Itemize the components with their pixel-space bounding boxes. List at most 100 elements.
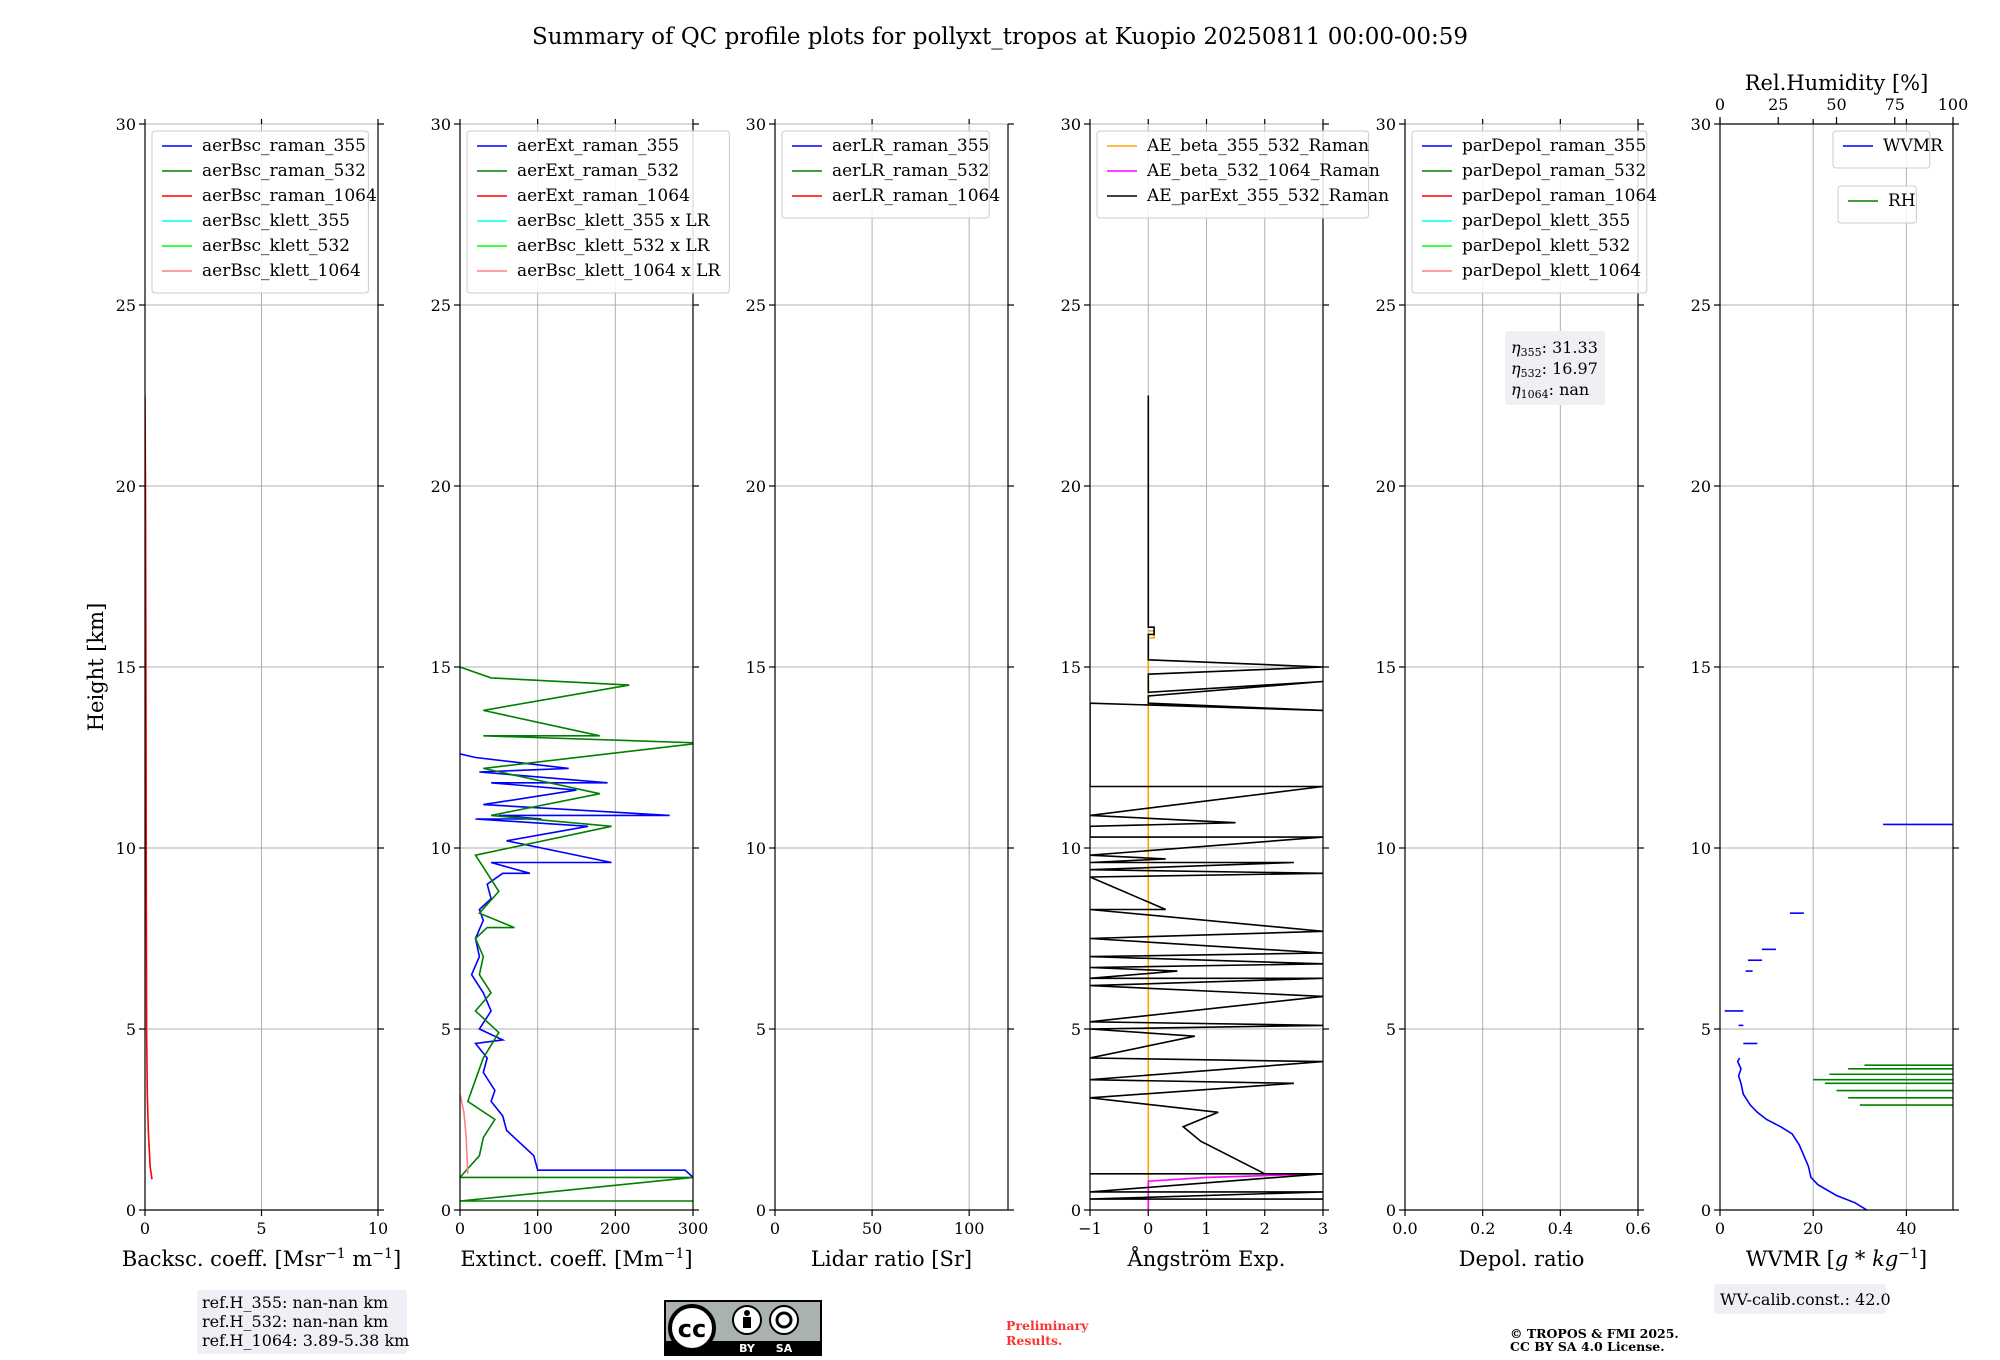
y-tick-label: 30 [1691, 115, 1711, 134]
series-AE_beta_355_532_Raman [1147, 629, 1155, 1210]
legend-label: aerBsc_raman_532 [202, 161, 366, 181]
legend-label: parDepol_klett_532 [1462, 236, 1630, 256]
legend-label: AE_parExt_355_532_Raman [1146, 186, 1389, 206]
x-axis-label-part: −1 [325, 1246, 346, 1262]
y-tick-label: 5 [1701, 1020, 1711, 1039]
y-tick-label: 20 [431, 477, 451, 496]
eta-line: η532: 16.97 [1511, 359, 1598, 380]
y-tick-label: 30 [1061, 115, 1081, 134]
x-tick-label: 0 [140, 1219, 150, 1238]
series-group [460, 666, 693, 1202]
y-tick-label: 25 [1376, 296, 1396, 315]
panel-dep: 0.0 0.2 0.4 0.6 0 5 10 15 20 25 30 Depol. ratio parD… [1376, 115, 1657, 1271]
legend-box [466, 130, 730, 294]
info-box [1505, 331, 1605, 405]
series-aerBsc_klett_1064 x LR [460, 1094, 469, 1174]
legend-box [1837, 185, 1917, 224]
legend-label: aerLR_raman_355 [832, 136, 989, 156]
x-axis-label-part: Backsc. coeff. [Msr [122, 1247, 326, 1271]
legend-label: aerBsc_klett_532 x LR [517, 236, 711, 256]
series-aerExt_raman_532 [460, 666, 693, 1202]
legend-wvmr: WVMR [1832, 130, 1944, 169]
legend-label: aerBsc_raman_1064 [202, 186, 377, 206]
legend: aerLR_raman_355 aerLR_raman_532 aerLR_rama… [781, 130, 1000, 219]
legend-label: AE_beta_355_532_Raman [1146, 136, 1369, 156]
series-group [1090, 395, 1323, 1210]
x-tick-label: −1 [1078, 1219, 1102, 1238]
eta-subscript: 1064 [1521, 388, 1549, 401]
x-tick-label: 100 [522, 1219, 553, 1238]
legend-label: aerBsc_raman_355 [202, 136, 366, 156]
y-tick-label: 20 [116, 477, 136, 496]
x-tick-label: 0 [1715, 1219, 1725, 1238]
x-axis-label-part: ] [684, 1247, 692, 1271]
legend-label: aerBsc_klett_532 [202, 236, 350, 256]
panel-ext: 0 100 200 300 0 5 10 15 20 25 30 Extinct. coeff. [M… [431, 115, 730, 1271]
y-tick-label: 10 [1691, 839, 1711, 858]
copyright-note-line2: CC BY SA 4.0 License. [1510, 1339, 1665, 1354]
legend-box [151, 130, 369, 294]
series-AE_beta_532_1064_Raman [1147, 1173, 1323, 1210]
eta-line: η355: 31.33 [1511, 338, 1598, 359]
x-tick-label: 300 [678, 1219, 709, 1238]
legend-box [1832, 130, 1931, 169]
eta-subscript: 532 [1521, 367, 1542, 380]
by-person-body [743, 1317, 751, 1328]
preliminary-note-line2: Results. [1006, 1333, 1062, 1348]
y-tick-label: 30 [116, 115, 136, 134]
info-line: WV-calib.const.: 42.0 [1720, 1290, 1891, 1309]
y-tick-label: 25 [431, 296, 451, 315]
eta-line: η1064: nan [1511, 380, 1589, 401]
eta-value: : 31.33 [1542, 338, 1598, 357]
y-tick-label: 15 [116, 658, 136, 677]
sa-share-icon [769, 1305, 799, 1335]
x-tick-label: 100 [954, 1219, 985, 1238]
y-tick-label: 15 [1691, 658, 1711, 677]
eta-value: : nan [1549, 380, 1590, 399]
y-tick-label: 5 [1071, 1020, 1081, 1039]
y-axis-label: Height [km] [84, 603, 108, 732]
by-person-head [744, 1310, 750, 1316]
cc-sa-label: SA [776, 1342, 793, 1355]
y-tick-label: 5 [756, 1020, 766, 1039]
series-AE_parExt_355_532_Raman [1090, 395, 1323, 1200]
legend-label: WVMR [1883, 136, 1944, 156]
y-tick-label: 20 [1691, 477, 1711, 496]
x-axis-label-part: ] [1919, 1247, 1927, 1271]
x-tick-label: 1 [1201, 1219, 1211, 1238]
y-tick-label: 25 [1691, 296, 1711, 315]
y-tick-label: 0 [1701, 1201, 1711, 1220]
legend-label: parDepol_raman_532 [1462, 161, 1646, 181]
legend-label: parDepol_raman_355 [1462, 136, 1646, 156]
legend-box [781, 130, 990, 219]
series-group [1724, 823, 1953, 1210]
legend: aerBsc_raman_355 aerBsc_raman_532 aerBsc_r… [151, 130, 377, 294]
x-tick-label: 0 [770, 1219, 780, 1238]
y-tick-label: 5 [1386, 1020, 1396, 1039]
y-tick-label: 25 [116, 296, 136, 315]
legend-label: AE_beta_532_1064_Raman [1146, 161, 1380, 181]
series-WVMR [1736, 1057, 1868, 1210]
wv-calibration-info: WV-calib.const.: 42.0 [1714, 1284, 1891, 1314]
x-axis-label: WVMR [g * kg−1] [1746, 1246, 1927, 1271]
x-tick-label: 10 [368, 1219, 388, 1238]
y-tick-label: 25 [1061, 296, 1081, 315]
x-axis-label: Backsc. coeff. [Msr−1 m−1] [122, 1246, 401, 1271]
eta-symbol: η [1511, 359, 1521, 378]
legend: parDepol_raman_355 parDepol_raman_532 parD… [1411, 130, 1657, 294]
x-tick-label: 0.0 [1392, 1219, 1417, 1238]
cc-by-label: BY [739, 1342, 756, 1355]
x-axis-label-part: m [346, 1247, 373, 1271]
y-tick-label: 15 [431, 658, 451, 677]
x-tick-label: 2 [1260, 1219, 1270, 1238]
legend-box [1096, 130, 1370, 219]
x-axis-label-part: g * kg [1835, 1247, 1898, 1271]
y-tick-label: 0 [441, 1201, 451, 1220]
legend-label: aerBsc_klett_355 x LR [517, 211, 711, 231]
legend-label: aerBsc_klett_1064 x LR [517, 261, 721, 281]
